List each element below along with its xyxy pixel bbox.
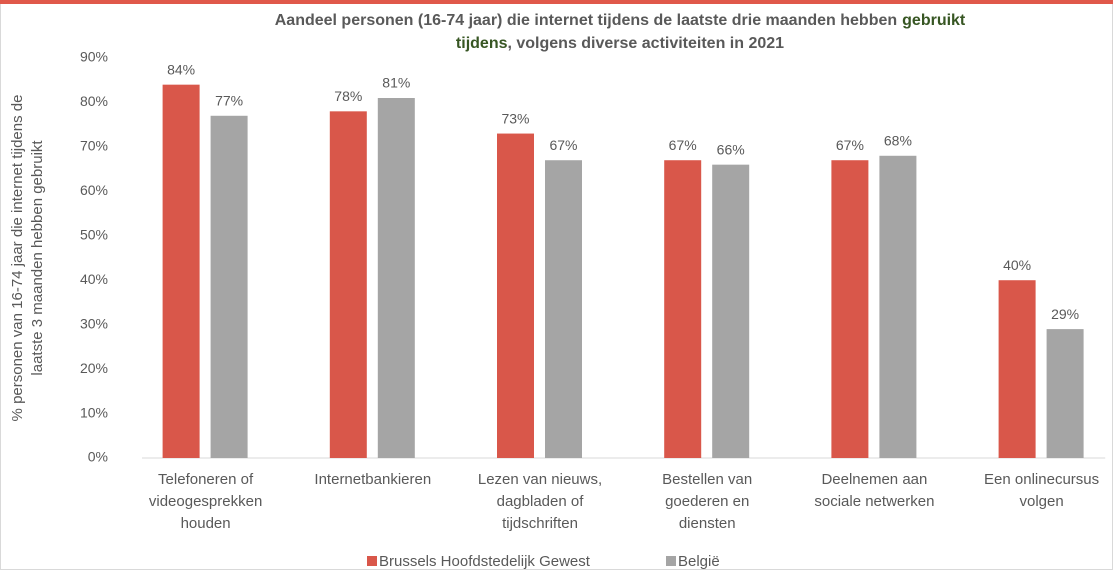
data-label: 78% (334, 88, 362, 104)
x-tick-label: houden (181, 515, 231, 532)
x-tick-label: Internetbankieren (314, 471, 431, 488)
title-highlight: tijdens (456, 35, 508, 52)
title-part: Aandeel personen (16-74 jaar) die intern… (275, 12, 897, 29)
y-axis-title-line: laatste 3 maanden hebben gebruikt (29, 140, 46, 376)
y-axis-title-line: % personen van 16-74 jaar die internet t… (9, 95, 26, 422)
y-tick-label: 60% (80, 182, 108, 198)
data-label: 81% (382, 75, 410, 91)
y-axis-title: % personen van 16-74 jaar die internet t… (9, 95, 46, 422)
bar (879, 155, 917, 458)
y-tick-label: 10% (80, 404, 108, 420)
data-label: 67% (836, 137, 864, 153)
x-tick-label: diensten (679, 515, 736, 532)
chart-title-line2: tijdens, volgens diverse activiteiten in… (456, 35, 784, 52)
x-tick-label: Bestellen van (662, 471, 752, 488)
legend-label: België (678, 553, 720, 570)
title-part: , volgens diverse activiteiten in 2021 (507, 35, 784, 52)
legend-swatch (666, 556, 676, 566)
legend-swatch (367, 556, 377, 566)
data-label: 67% (549, 137, 577, 153)
bar (497, 133, 534, 459)
y-tick-label: 40% (80, 271, 108, 287)
bar (712, 164, 750, 458)
bar (377, 98, 415, 458)
bar (998, 280, 1036, 458)
y-tick-label: 90% (80, 49, 108, 65)
x-tick-label: Een onlinecursus (984, 471, 1099, 488)
y-tick-label: 20% (80, 360, 108, 376)
y-tick-label: 70% (80, 138, 108, 154)
x-tick-label: dagbladen of (497, 493, 585, 510)
x-tick-label: videogesprekken (149, 493, 262, 510)
top-rule (0, 0, 1113, 4)
x-tick-label: volgen (1019, 493, 1063, 510)
legend-label: Brussels Hoofdstedelijk Gewest (379, 553, 591, 570)
data-label: 29% (1051, 306, 1079, 322)
x-tick-label: goederen en (665, 493, 749, 510)
data-label: 73% (501, 110, 529, 126)
bar (831, 160, 869, 458)
bar (1046, 329, 1084, 458)
chart-title: Aandeel personen (16-74 jaar) die intern… (275, 12, 966, 29)
x-tick-label: Deelnemen aan (821, 471, 927, 488)
x-tick-label: Telefoneren of (158, 471, 254, 488)
bar (210, 115, 248, 459)
data-label: 40% (1003, 257, 1031, 273)
x-tick-label: Lezen van nieuws, (478, 471, 602, 488)
bar (664, 160, 702, 458)
y-tick-label: 80% (80, 93, 108, 109)
title-highlight: gebruikt (902, 12, 966, 29)
bar (162, 84, 200, 459)
data-label: 67% (669, 137, 697, 153)
bar (545, 160, 582, 458)
data-label: 66% (717, 141, 745, 157)
y-tick-label: 50% (80, 226, 108, 242)
y-tick-label: 0% (88, 449, 108, 465)
data-label: 84% (167, 61, 195, 77)
x-tick-label: tijdschriften (502, 515, 578, 532)
y-tick-label: 30% (80, 315, 108, 331)
data-label: 77% (215, 92, 243, 108)
data-label: 68% (884, 132, 912, 148)
bar (329, 111, 367, 458)
x-tick-label: sociale netwerken (814, 493, 934, 510)
